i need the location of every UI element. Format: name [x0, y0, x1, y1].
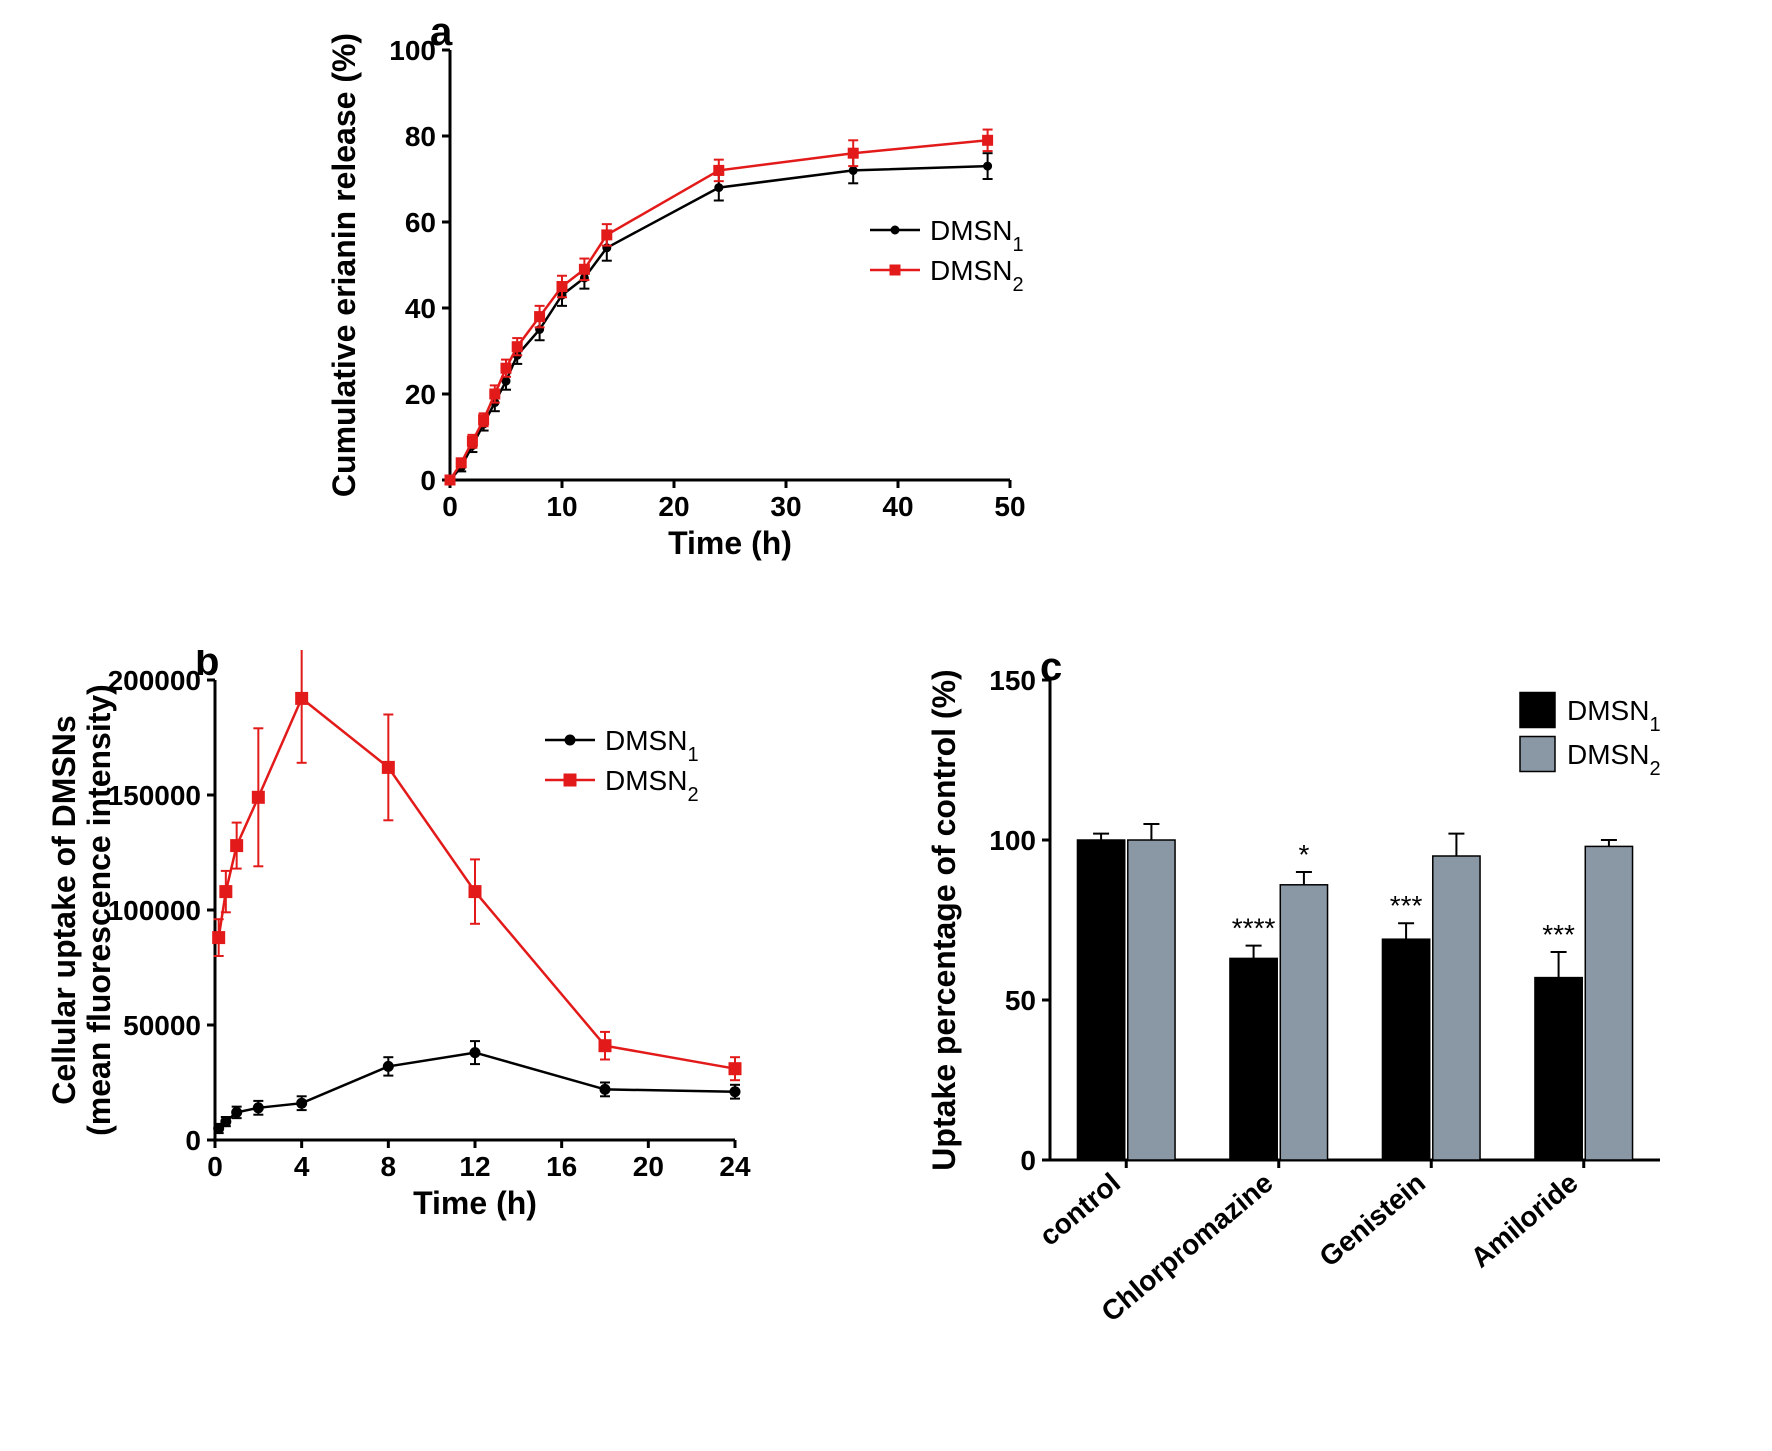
y-axis-label: Uptake percentage of control (%) — [926, 669, 962, 1170]
y-tick-label: 0 — [185, 1125, 201, 1156]
x-tick-label: 50 — [994, 491, 1025, 522]
x-tick-label: 30 — [770, 491, 801, 522]
x-tick-label: 16 — [546, 1151, 577, 1182]
bar — [1433, 856, 1480, 1160]
x-axis-label: Time (h) — [668, 525, 792, 561]
bar — [1585, 846, 1632, 1160]
y-axis-label-line2: (mean fluorescence intensity) — [81, 684, 117, 1136]
x-tick-label: 4 — [294, 1151, 310, 1182]
x-axis-label: Time (h) — [413, 1185, 537, 1221]
y-tick-label: 40 — [405, 293, 436, 324]
y-tick-label: 60 — [405, 207, 436, 238]
y-tick-label: 100 — [989, 825, 1036, 856]
y-axis-label-line1: Cellular uptake of DMSNs — [46, 715, 82, 1104]
y-tick-label: 0 — [1020, 1145, 1036, 1176]
x-tick-label: 24 — [719, 1151, 751, 1182]
bar — [1077, 840, 1124, 1160]
x-category-label: control — [1033, 1167, 1126, 1252]
significance-marker: **** — [1232, 913, 1276, 944]
x-tick-label: 8 — [381, 1151, 397, 1182]
figure-root: a01020304050020406080100Cumulative erian… — [0, 0, 1772, 1451]
x-category-label: Genistein — [1313, 1167, 1431, 1273]
panel-b: b04812162024050000100000150000200000Cell… — [40, 650, 800, 1240]
x-tick-label: 0 — [442, 491, 458, 522]
panel-a: a01020304050020406080100Cumulative erian… — [330, 10, 1150, 570]
series-line — [450, 166, 988, 480]
legend-label: DMSN1 — [930, 215, 1024, 256]
y-axis-label: Cumulative erianin release (%) — [330, 33, 362, 497]
bar — [1128, 840, 1175, 1160]
y-tick-label: 100 — [389, 35, 436, 66]
y-tick-label: 80 — [405, 121, 436, 152]
y-tick-label: 50 — [1005, 985, 1036, 1016]
bar — [1382, 939, 1429, 1160]
legend-label: DMSN1 — [605, 725, 699, 766]
x-category-label: Amiloride — [1465, 1167, 1584, 1274]
legend-swatch — [1520, 737, 1555, 772]
y-tick-label: 20 — [405, 379, 436, 410]
y-tick-label: 200000 — [108, 665, 201, 696]
bar — [1230, 958, 1277, 1160]
bar — [1535, 978, 1582, 1160]
legend-label: DMSN2 — [930, 255, 1024, 296]
y-tick-label: 50000 — [123, 1010, 201, 1041]
x-tick-label: 0 — [207, 1151, 223, 1182]
legend-label: DMSN2 — [1567, 739, 1661, 780]
panel-c: c050100150Uptake percentage of control (… — [900, 640, 1760, 1420]
y-tick-label: 150000 — [108, 780, 201, 811]
legend-label: DMSN2 — [605, 765, 699, 806]
y-tick-label: 150 — [989, 665, 1036, 696]
significance-marker: * — [1298, 839, 1309, 870]
bar — [1280, 885, 1327, 1160]
significance-marker: *** — [1542, 919, 1575, 950]
y-tick-label: 0 — [420, 465, 436, 496]
legend-label: DMSN1 — [1567, 695, 1661, 736]
x-tick-label: 12 — [459, 1151, 490, 1182]
significance-marker: *** — [1390, 890, 1423, 921]
x-tick-label: 40 — [882, 491, 913, 522]
y-tick-label: 100000 — [108, 895, 201, 926]
x-tick-label: 20 — [633, 1151, 664, 1182]
legend-swatch — [1520, 693, 1555, 728]
x-tick-label: 20 — [658, 491, 689, 522]
x-tick-label: 10 — [546, 491, 577, 522]
